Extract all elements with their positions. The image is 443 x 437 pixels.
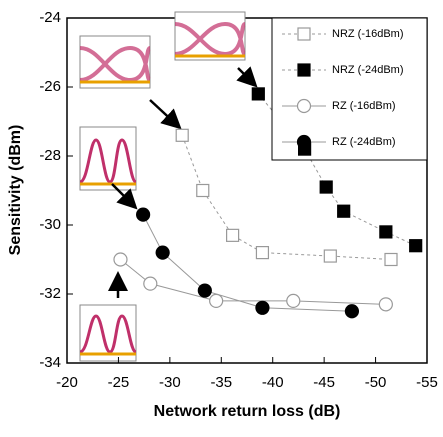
marker (385, 254, 397, 266)
legend-label: RZ (-16dBm) (332, 100, 396, 112)
marker (287, 294, 300, 307)
marker (379, 298, 392, 311)
marker (144, 277, 157, 290)
y-axis-label: Sensitivity (dBm) (7, 125, 24, 256)
legend-marker (298, 100, 311, 113)
fit-line (143, 215, 352, 312)
x-tick-label: -20 (56, 374, 78, 391)
marker (198, 284, 211, 297)
marker (197, 185, 209, 197)
fit-line (120, 260, 385, 305)
x-axis-label: Network return loss (dB) (154, 403, 341, 420)
y-tick-label: -30 (39, 216, 61, 233)
x-tick-label: -40 (262, 374, 284, 391)
marker (338, 205, 350, 217)
marker (252, 88, 264, 100)
marker (410, 240, 422, 252)
y-tick-label: -28 (39, 147, 61, 164)
eye-inset (175, 12, 245, 60)
marker (380, 226, 392, 238)
marker (320, 181, 332, 193)
eye-inset (80, 36, 150, 88)
y-tick-label: -26 (39, 78, 61, 95)
y-tick-label: -24 (39, 9, 61, 26)
y-tick-label: -34 (39, 354, 61, 371)
marker (210, 294, 223, 307)
marker (227, 229, 239, 241)
marker (299, 143, 311, 155)
marker (114, 253, 127, 266)
eye-inset (80, 305, 136, 361)
legend-label: NRZ (-24dBm) (332, 64, 404, 76)
marker (176, 129, 188, 141)
legend-marker (298, 28, 310, 40)
x-tick-label: -55 (416, 374, 438, 391)
legend-label: NRZ (-16dBm) (332, 28, 404, 40)
eye-inset (80, 127, 136, 190)
chart: Network return loss (dB) Sensitivity (dB… (0, 0, 443, 432)
x-tick-label: -35 (210, 374, 232, 391)
marker (324, 250, 336, 262)
x-tick-label: -30 (159, 374, 181, 391)
x-tick-label: -45 (313, 374, 335, 391)
marker (156, 246, 169, 259)
y-tick-label: -32 (39, 285, 61, 302)
legend-label: RZ (-24dBm) (332, 136, 396, 148)
x-tick-label: -50 (365, 374, 387, 391)
x-tick-label: -25 (108, 374, 130, 391)
marker (137, 208, 150, 221)
marker (345, 305, 358, 318)
marker (256, 247, 268, 259)
marker (256, 301, 269, 314)
legend-marker (298, 64, 310, 76)
